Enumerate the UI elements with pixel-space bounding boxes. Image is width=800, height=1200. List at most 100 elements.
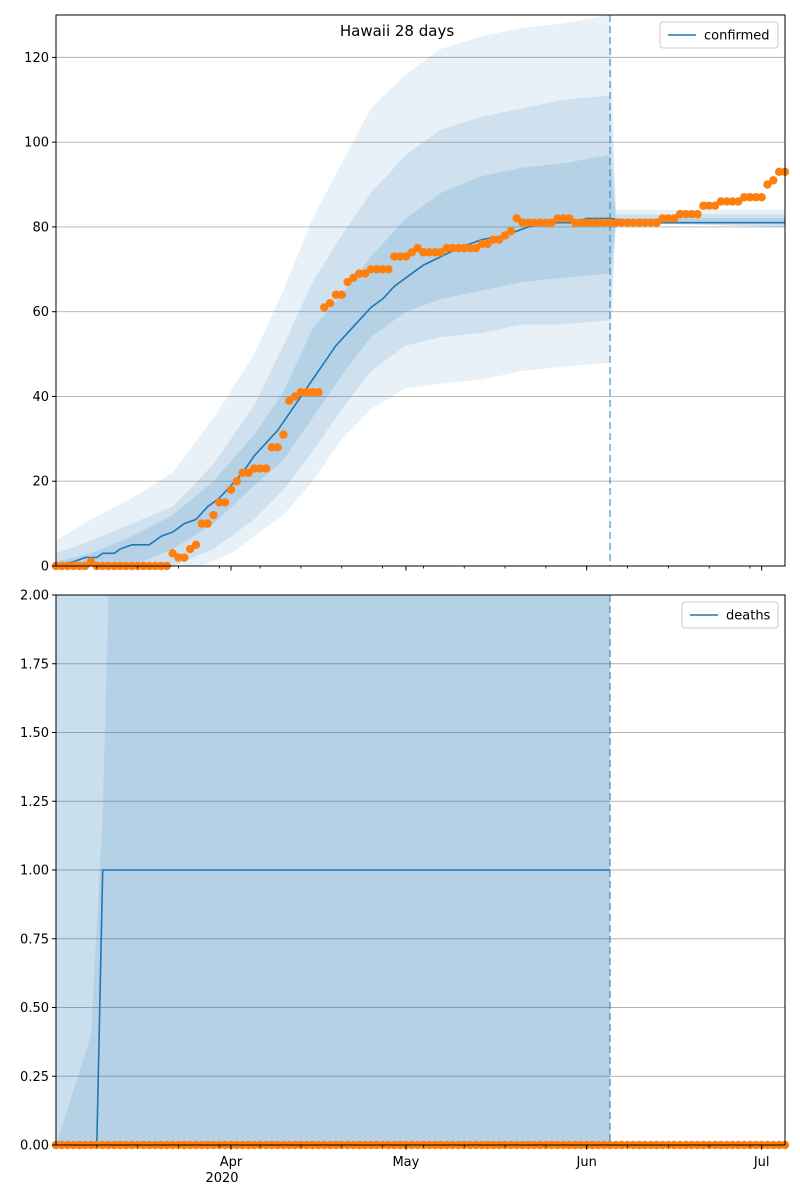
observed-point: [541, 218, 551, 227]
observed-point: [547, 218, 556, 227]
observed-point: [635, 218, 644, 227]
observed-point: [413, 243, 422, 253]
observed-point: [261, 464, 271, 473]
observed-point: [360, 269, 370, 278]
observed-point: [570, 218, 580, 227]
observed-point: [273, 443, 282, 452]
observed-point: [495, 235, 504, 244]
x-tick-label: Jun: [576, 1155, 597, 1170]
observed-point: [774, 167, 784, 177]
observed-point: [728, 197, 737, 206]
observed-point: [722, 197, 731, 206]
observed-point: [168, 549, 177, 558]
observed-point: [191, 540, 201, 550]
y-tick-label: 20: [32, 475, 49, 490]
observed-point: [640, 218, 650, 227]
observed-point: [325, 299, 335, 308]
y-tick-label: 0.75: [20, 932, 49, 947]
observed-point: [500, 231, 510, 240]
observed-point: [681, 210, 691, 219]
y-tick-label: 0: [41, 560, 49, 575]
observed-point: [763, 180, 772, 189]
observed-point: [757, 193, 766, 202]
observed-point: [611, 218, 621, 227]
deaths-median-line: [56, 869, 610, 1145]
uncertainty-band-inner: [56, 154, 785, 566]
observed-point: [617, 218, 626, 227]
observed-point: [629, 218, 638, 227]
observed-point: [506, 226, 516, 236]
observed-point: [483, 239, 492, 249]
median-line: [56, 869, 610, 1145]
confirmed-median-line: [56, 217, 785, 566]
observed-point: [658, 214, 667, 223]
y-tick-label: 1.50: [20, 726, 49, 741]
observed-point: [524, 218, 533, 227]
y-tick-label: 120: [24, 51, 49, 66]
observed-point: [203, 519, 212, 528]
confirmed-y-axis: 0 20 40 60 80 100 120: [24, 51, 56, 575]
observed-point: [664, 214, 673, 223]
observed-point: [454, 243, 463, 253]
confirmed-legend: confirmed: [659, 21, 779, 49]
observed-point: [255, 464, 265, 473]
observed-point: [279, 430, 288, 439]
observed-point: [355, 269, 364, 278]
observed-point: [290, 392, 300, 401]
observed-point: [419, 248, 428, 257]
y-tick-label: 1.00: [20, 864, 49, 879]
observed-point: [337, 290, 346, 299]
uncertainty-band-outer: [56, 15, 785, 566]
y-tick-label: 2.00: [20, 589, 49, 604]
observed-point: [378, 265, 387, 274]
observed-point: [366, 265, 376, 274]
observed-point: [430, 248, 440, 257]
deaths-x-axis: Apr May Jun Jul: [96, 1145, 770, 1170]
y-tick-label: 100: [24, 136, 49, 151]
observed-point: [320, 303, 329, 312]
observed-point: [308, 388, 317, 397]
observed-point: [600, 218, 609, 227]
observed-point: [769, 176, 778, 185]
deaths-panel: 0.00 0.25 0.50 0.75 1.00 1.25 1.50 1.75 2.00 Apr…: [20, 589, 790, 1186]
observed-point: [331, 290, 341, 299]
observed-point: [448, 243, 457, 253]
deaths-y-axis: 0.00 0.25 0.50 0.75 1.00 1.25 1.50 1.75 2.00: [20, 589, 56, 1154]
x-tick-label: Jul: [753, 1155, 770, 1170]
observed-point: [471, 243, 481, 253]
axes-frame: [55, 14, 786, 567]
observed-point: [226, 485, 236, 494]
observed-point: [739, 193, 749, 202]
median-line: [56, 217, 785, 566]
observed-point: [687, 210, 696, 219]
observed-point: [623, 218, 632, 227]
observed-point: [238, 468, 247, 477]
observed-point: [372, 265, 381, 274]
observed-point: [174, 553, 183, 562]
observed-point: [349, 273, 358, 282]
observed-point: [477, 239, 486, 249]
observed-point: [209, 510, 218, 520]
observed-point: [180, 553, 189, 562]
observed-point: [553, 214, 562, 223]
observed-point: [576, 218, 586, 227]
y-tick-label: 0.25: [20, 1070, 49, 1085]
observed-point: [86, 557, 96, 566]
observed-point: [512, 214, 521, 223]
observed-point: [559, 214, 568, 223]
observed-point: [565, 214, 574, 223]
observed-point: [465, 243, 475, 253]
observed-point: [588, 218, 597, 227]
observed-point: [518, 218, 527, 227]
observed-point: [652, 218, 661, 227]
observed-point: [232, 477, 241, 486]
observed-point: [675, 210, 685, 219]
observed-point: [197, 519, 206, 528]
observed-point: [594, 218, 603, 227]
observed-point: [390, 252, 399, 261]
observed-point: [343, 277, 352, 287]
legend-label: confirmed: [704, 29, 770, 44]
x-tick-label: Apr: [220, 1155, 243, 1170]
